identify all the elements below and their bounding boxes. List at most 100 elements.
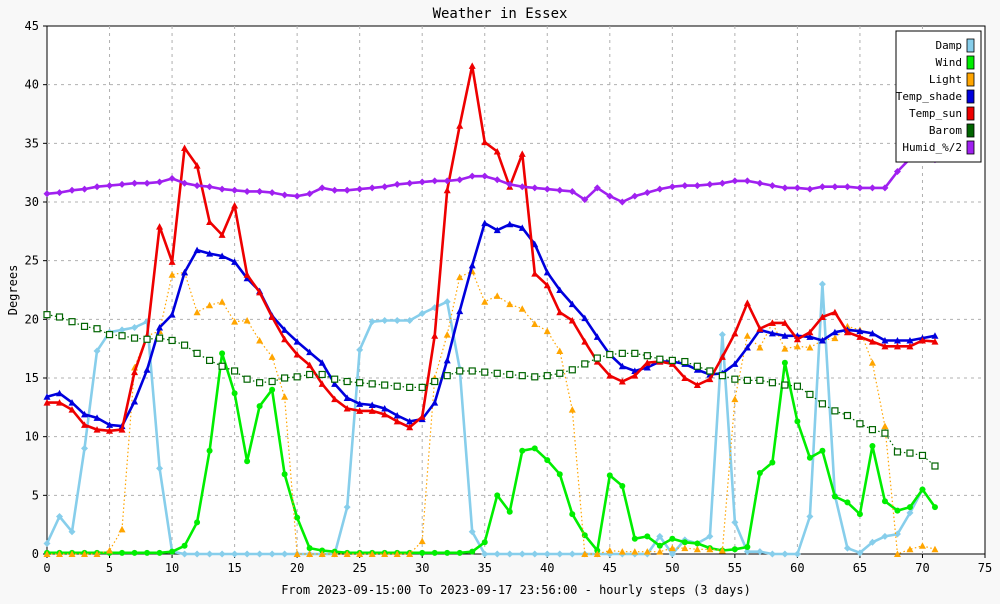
data-point: [43, 539, 51, 547]
data-point: [518, 224, 526, 231]
data-point: [781, 332, 789, 339]
data-point: [81, 185, 89, 193]
data-point: [169, 548, 176, 555]
data-point: [893, 448, 902, 456]
data-point: [281, 191, 289, 199]
data-point: [243, 187, 251, 195]
data-point: [81, 550, 89, 557]
legend-swatch: [966, 140, 975, 155]
x-tick-label: 30: [415, 561, 429, 575]
data-point: [669, 535, 676, 542]
data-point: [381, 381, 389, 389]
data-point: [181, 268, 189, 276]
data-point: [331, 375, 339, 383]
legend-label: Humid_%/2: [902, 141, 962, 154]
data-point: [506, 220, 514, 228]
data-point: [756, 343, 764, 351]
data-point: [206, 183, 214, 191]
x-tick-label: 20: [290, 561, 304, 575]
data-point: [931, 504, 938, 511]
x-tick-label: 65: [853, 561, 867, 575]
data-point: [56, 389, 64, 397]
data-point: [556, 308, 564, 316]
data-point: [631, 192, 639, 200]
data-point: [218, 362, 226, 370]
data-point: [643, 352, 651, 360]
data-point: [481, 138, 489, 146]
data-point: [618, 548, 626, 555]
data-point: [856, 511, 863, 518]
data-point: [256, 550, 264, 558]
data-point: [168, 258, 176, 265]
data-point: [443, 186, 451, 194]
data-point: [493, 148, 501, 155]
data-point: [456, 122, 464, 129]
data-point: [318, 370, 326, 379]
data-point: [518, 372, 526, 380]
data-point: [431, 399, 439, 406]
data-point: [868, 184, 876, 192]
data-point: [568, 317, 576, 324]
data-point: [144, 549, 151, 556]
data-point: [281, 335, 289, 343]
data-point: [894, 507, 901, 514]
data-point: [281, 326, 289, 333]
data-point: [756, 325, 764, 332]
data-point: [468, 367, 476, 375]
y-tick-label: 20: [25, 312, 39, 326]
data-point: [743, 376, 751, 384]
data-point: [293, 338, 301, 345]
data-point: [431, 177, 439, 185]
data-point: [481, 298, 489, 305]
data-point: [606, 192, 614, 200]
data-point: [81, 421, 89, 428]
data-point: [931, 545, 939, 553]
data-point: [906, 342, 914, 350]
data-point: [769, 459, 776, 466]
data-point: [243, 317, 251, 324]
data-point: [343, 186, 351, 194]
data-point: [569, 511, 576, 518]
data-point: [356, 379, 364, 387]
data-point: [231, 186, 239, 194]
data-point: [544, 457, 551, 464]
data-point: [281, 550, 289, 558]
data-point: [856, 549, 864, 557]
data-point: [143, 179, 151, 187]
data-point: [243, 550, 251, 558]
data-point: [543, 185, 551, 193]
data-point: [581, 550, 589, 557]
data-point: [781, 345, 789, 352]
data-point: [418, 537, 426, 545]
data-point: [706, 367, 714, 375]
data-point: [193, 550, 201, 558]
data-point: [55, 313, 64, 321]
data-point: [531, 445, 538, 452]
data-point: [68, 186, 76, 194]
data-point: [443, 177, 451, 185]
data-point: [918, 451, 927, 460]
series-line: [47, 270, 936, 555]
data-point: [406, 383, 414, 391]
data-point: [893, 530, 901, 538]
data-point: [643, 363, 651, 371]
series-barom: [43, 311, 939, 470]
legend-swatch: [966, 123, 975, 138]
data-point: [118, 326, 126, 334]
data-point: [256, 288, 264, 296]
data-point: [469, 548, 476, 555]
data-point: [68, 550, 76, 557]
series-line: [46, 221, 936, 428]
data-point: [893, 336, 901, 344]
data-point: [818, 183, 826, 191]
data-point: [343, 503, 351, 511]
data-point: [918, 542, 926, 549]
data-point: [269, 386, 276, 393]
data-point: [418, 383, 426, 391]
data-point: [706, 180, 714, 188]
y-tick-label: 30: [25, 195, 39, 209]
data-point: [731, 395, 739, 403]
data-point: [418, 309, 426, 317]
data-point: [181, 542, 188, 549]
data-point: [781, 184, 789, 192]
